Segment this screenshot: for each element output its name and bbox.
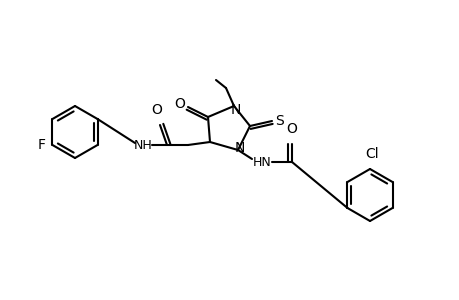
Text: F: F (37, 138, 45, 152)
Text: HN: HN (252, 155, 271, 169)
Text: O: O (151, 103, 162, 117)
Text: S: S (275, 114, 284, 128)
Text: O: O (286, 122, 297, 136)
Text: O: O (174, 97, 185, 111)
Text: N: N (234, 141, 245, 155)
Text: Cl: Cl (364, 147, 378, 161)
Text: NH: NH (133, 139, 152, 152)
Text: N: N (230, 103, 241, 117)
